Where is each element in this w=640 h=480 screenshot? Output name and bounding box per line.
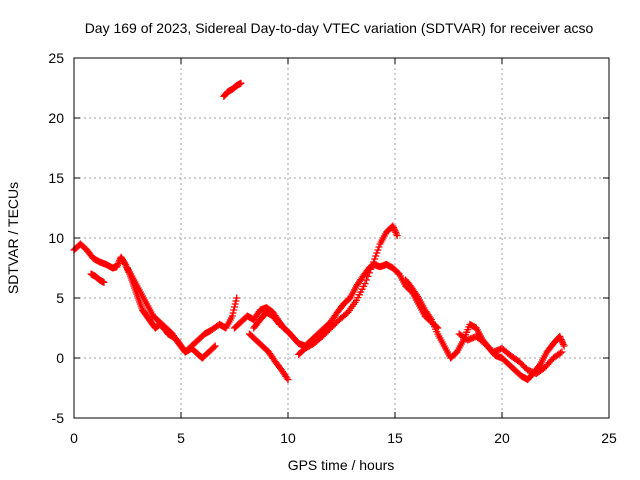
data-point (228, 312, 236, 320)
chart-title: Day 169 of 2023, Sidereal Day-to-day VTE… (85, 20, 594, 36)
data-point (392, 230, 400, 238)
series-track-c (124, 264, 219, 362)
data-point (556, 332, 564, 340)
data-point (284, 376, 292, 384)
data-point (393, 232, 401, 240)
data-point (283, 374, 291, 382)
data-point (374, 246, 382, 254)
data-point (231, 300, 239, 308)
data-point (233, 294, 241, 302)
data-point (237, 79, 245, 87)
data-point (392, 228, 400, 236)
x-tick-label: 0 (70, 430, 78, 446)
data-point (210, 343, 218, 351)
y-tick-label: 5 (56, 290, 64, 306)
y-tick-label: -5 (52, 410, 65, 426)
x-tick-label: 25 (601, 430, 617, 446)
data-point (229, 309, 237, 317)
series-track-h (295, 222, 401, 358)
data-point (390, 225, 398, 233)
data-point (560, 342, 568, 350)
y-tick-label: 10 (48, 230, 64, 246)
data-point (121, 260, 129, 268)
x-tick-label: 20 (494, 430, 510, 446)
data-point (231, 303, 238, 311)
series-track-d (220, 79, 245, 100)
data-point (367, 265, 375, 273)
data-points (70, 79, 568, 384)
y-axis-label: SDTVAR / TECUs (5, 182, 21, 294)
data-point (413, 292, 421, 300)
series-track-j (455, 330, 566, 378)
data-point (559, 339, 567, 347)
data-point (100, 278, 108, 286)
data-point (372, 252, 380, 260)
data-point (391, 227, 399, 235)
data-point (368, 262, 376, 270)
data-point (375, 243, 383, 251)
data-point (426, 314, 434, 322)
data-point (557, 336, 565, 344)
data-point (559, 340, 567, 348)
x-tick-label: 10 (280, 430, 296, 446)
plot-frame (73, 57, 610, 419)
x-tick-label: 15 (387, 430, 403, 446)
data-point (211, 342, 219, 350)
data-point (362, 276, 370, 284)
x-tick-label: 5 (177, 430, 185, 446)
data-point (390, 224, 398, 232)
data-point (558, 348, 566, 356)
series-track-g (250, 308, 283, 332)
data-point (113, 263, 121, 271)
x-axis-label: GPS time / hours (288, 457, 395, 473)
data-point (370, 258, 378, 266)
data-point (373, 249, 381, 257)
grid-lines (74, 58, 609, 418)
series-track-b (87, 270, 108, 286)
data-point (274, 319, 282, 327)
data-point (275, 320, 283, 328)
data-point (389, 222, 397, 230)
data-point (556, 334, 564, 342)
y-tick-label: 20 (48, 110, 64, 126)
data-point (361, 280, 369, 288)
data-point (364, 272, 372, 280)
y-tick-label: 25 (48, 50, 64, 66)
data-point (365, 269, 373, 277)
data-point (230, 306, 238, 314)
data-point (114, 260, 122, 268)
series-track-f (245, 330, 292, 384)
data-point (232, 297, 240, 305)
data-point (114, 261, 122, 269)
y-tick-label: 15 (48, 170, 64, 186)
series-track-e (231, 260, 442, 350)
y-tick-label: 0 (56, 350, 64, 366)
data-point (371, 255, 379, 263)
data-point (556, 349, 564, 357)
data-point (558, 337, 566, 345)
tick-labels: 0 5 10 15 20 25 -5 0 5 10 15 20 25 (48, 50, 617, 446)
